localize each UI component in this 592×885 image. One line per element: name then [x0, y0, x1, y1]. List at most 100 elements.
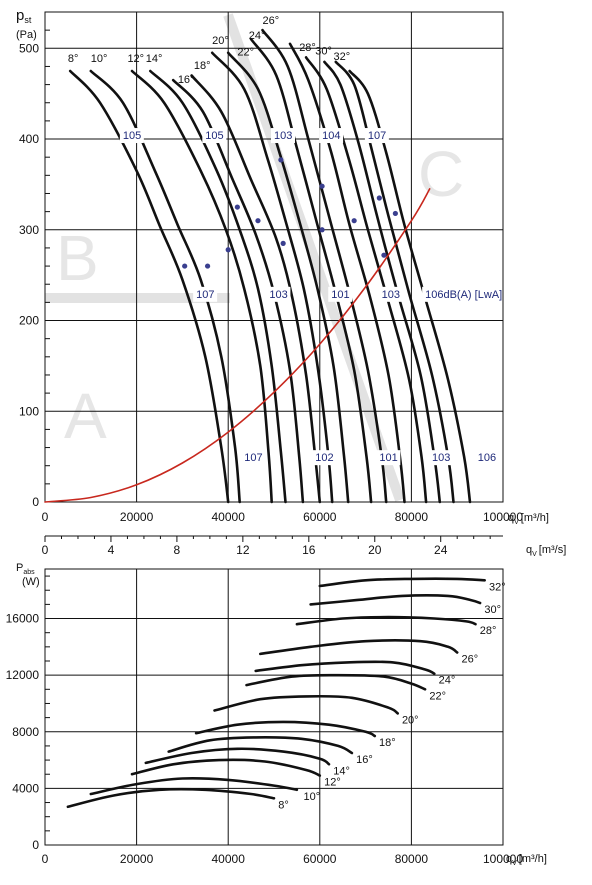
pressure-x-tick-label: 60000	[303, 510, 337, 524]
pressure-markers	[182, 157, 398, 269]
x2-tick-label: 20	[368, 543, 382, 557]
operating-point-marker	[280, 240, 286, 246]
power-curve-label: 18°	[379, 737, 396, 749]
db-label-background	[202, 128, 227, 144]
pressure-y-tick-label: 0	[32, 495, 39, 509]
pressure-curve-labels: 8° 10° 12° 14° 16° 18° 20° 22° 24° 26° 28° 30° 32°	[68, 15, 350, 86]
pressure-y-ticks: 0 100 200 300 400 500	[19, 41, 39, 509]
operating-point-marker	[319, 183, 325, 189]
power-curve	[213, 694, 399, 715]
sound-level-label: 103	[274, 130, 292, 142]
power-y-ticks: 0 4000 8000 12000 16000	[6, 612, 40, 852]
sound-level-label: 107	[196, 289, 214, 301]
y-axis-unit-pa: (Pa)	[16, 29, 37, 41]
pressure-y-tick-label: 100	[19, 404, 39, 418]
db-label-background	[241, 450, 266, 466]
zone-label-b: B	[56, 222, 99, 294]
db-label-background	[319, 128, 344, 144]
power-curve	[66, 787, 276, 809]
pressure-curve-label: 22°	[237, 47, 254, 59]
power-y-tick-label: 4000	[12, 781, 39, 795]
power-plot: 8° 10° 12°14° 16° 18° 20° 22° 24° 26° 28° 30° 32° 0…	[6, 562, 547, 867]
pressure-curve	[130, 69, 273, 504]
power-x-tick-label: 80000	[395, 852, 429, 866]
pressure-curve	[249, 37, 373, 504]
pressure-curve	[334, 60, 455, 504]
power-y-axis-symbol: P	[16, 562, 23, 574]
pressure-curves	[44, 28, 472, 504]
pressure-x-tick-label: 40000	[212, 510, 246, 524]
sound-level-label: 102	[315, 452, 333, 464]
y-axis-title-pabs: Pabs	[16, 562, 35, 576]
power-curve-label: 22°	[429, 690, 446, 702]
pressure-curve	[190, 74, 322, 504]
operating-point-marker	[392, 210, 398, 217]
zone-label-a: A	[64, 380, 107, 452]
operating-point-marker	[204, 263, 211, 269]
system-curve	[44, 188, 431, 503]
power-y-tick-label: 0	[32, 838, 39, 852]
sound-level-label: 106dB(A) [LwA]	[425, 289, 502, 301]
operating-point-marker	[234, 204, 240, 210]
power-curve	[318, 577, 486, 588]
pressure-curve-label: 20°	[212, 35, 229, 47]
pressure-curve-label: 28°	[299, 42, 316, 54]
power-x-ticks: 0 20000 40000 60000 80000 100000	[42, 852, 524, 866]
db-label-background	[474, 450, 499, 466]
power-x-tick-label: 40000	[212, 852, 246, 866]
pressure-curve	[210, 51, 334, 504]
sound-level-label: 103	[382, 289, 400, 301]
x-axis-symbol: q	[508, 512, 514, 524]
pressure-plot: 8° 10° 12° 14° 16° 18° 20° 22° 24° 26° 28° 30° 32° 1…	[16, 7, 566, 558]
power-curve	[89, 776, 299, 796]
power-grid	[44, 568, 504, 846]
pressure-curve-label: 30°	[315, 46, 332, 58]
power-curve-label: 10°	[303, 791, 320, 803]
x2-axis-subscript: V	[532, 551, 537, 558]
pressure-curve-label: 26°	[263, 15, 280, 27]
db-label-background	[429, 450, 454, 466]
pressure-x-tick-label: 0	[42, 510, 49, 524]
db-label-background	[266, 286, 291, 302]
y-axis-unit-w: (W)	[22, 576, 40, 588]
power-x-axis-title: qV [m³/h]	[506, 853, 547, 867]
flow-x2-axis: 0 4 8 12 16 20 24	[42, 535, 503, 557]
pressure-x-tick-label: 100000	[483, 510, 523, 524]
pressure-curve-label: 14°	[146, 53, 163, 65]
power-curve-label: 30°	[484, 604, 501, 616]
x2-axis-symbol: q	[526, 544, 532, 556]
zone-divider-bc	[223, 13, 405, 502]
pressure-curve-label: 10°	[91, 53, 108, 65]
y-axis-subscript: st	[24, 15, 32, 25]
power-curve	[167, 736, 354, 755]
sound-level-label: 105	[123, 130, 141, 142]
db-label-background	[271, 128, 295, 144]
db-label-background	[376, 450, 401, 466]
power-curve-label: 26°	[461, 654, 478, 666]
pressure-curve	[171, 78, 305, 504]
pressure-curve	[304, 56, 428, 504]
power-curve-label: 8°	[278, 799, 289, 811]
db-label-background	[422, 286, 503, 302]
pressure-curve-label: 8°	[68, 53, 79, 65]
db-label-background	[312, 450, 337, 466]
pressure-curve-label: 12°	[127, 53, 144, 65]
sound-level-label: 107	[244, 452, 262, 464]
x2-tick-label: 16	[302, 543, 316, 557]
pressure-curve-label: 18°	[194, 60, 211, 72]
x-axis-subscript: V	[514, 519, 519, 526]
power-curve-label: 32°	[489, 581, 506, 593]
sound-level-label: 101	[379, 452, 397, 464]
pressure-curve	[149, 69, 287, 504]
sound-level-label: 104	[322, 130, 340, 142]
sound-level-label: 105	[205, 130, 223, 142]
operating-point-marker	[319, 227, 325, 233]
power-plot-frame	[44, 568, 504, 846]
x2-axis-unit: [m³/s]	[539, 544, 567, 556]
power-curve	[130, 758, 322, 777]
db-label-background	[119, 128, 144, 144]
sound-level-label: 103	[432, 452, 450, 464]
pressure-curve-label: 16°	[178, 74, 195, 86]
x2-tick-label: 24	[434, 543, 448, 557]
power-y-axis-subscript: abs	[23, 569, 35, 576]
